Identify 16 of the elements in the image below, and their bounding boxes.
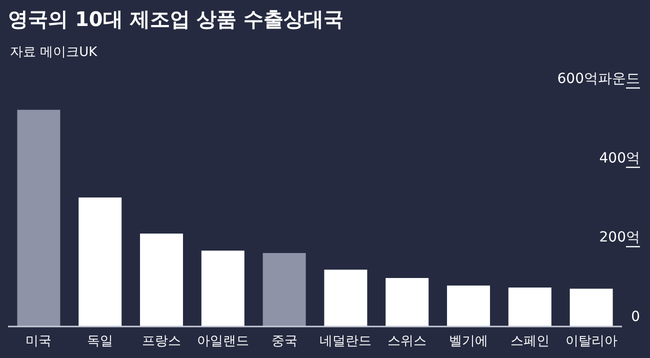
y-tick-label: 0 — [631, 309, 640, 325]
y-tick-label: 400억 — [599, 150, 640, 166]
x-tick-label: 아일랜드 — [196, 334, 249, 349]
x-tick-label: 미국 — [26, 334, 52, 349]
x-tick-label: 스페인 — [510, 334, 550, 349]
x-tick-label: 중국 — [271, 334, 298, 349]
text: 자료 메이크UK — [10, 45, 98, 60]
x-tick-label: 독일 — [87, 334, 114, 349]
chart-title: 영국의 10대 제조업 상품 수출상대국 — [8, 7, 344, 31]
x-tick-label: 이탈리아 — [565, 334, 618, 349]
x-tick-label: 네덜란드 — [320, 334, 372, 349]
x-tick-label: 프랑스 — [142, 334, 181, 349]
y-tick-label: 200억 — [599, 230, 640, 246]
y-tick-label: 600억파운드 — [557, 71, 640, 87]
x-tick-label: 스위스 — [388, 334, 427, 349]
x-tick-label: 벨기에 — [449, 334, 488, 349]
